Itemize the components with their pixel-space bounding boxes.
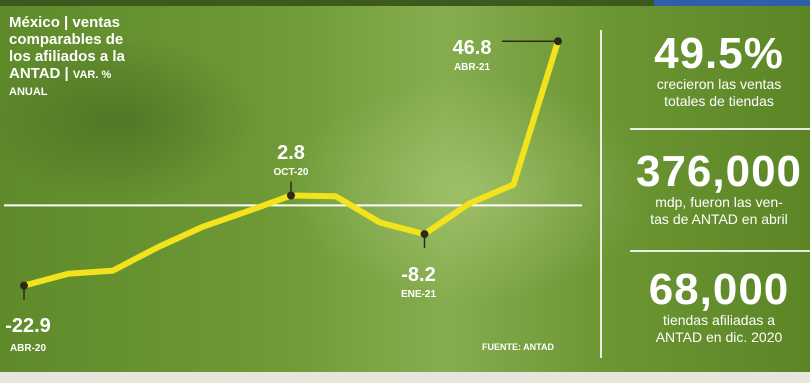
stat-sales-amount-value: 376,000: [635, 147, 803, 196]
annotation-value: 46.8: [453, 37, 492, 59]
stat-sales-growth: 49.5% crecieron las ventas totales de ti…: [614, 32, 810, 110]
annotation-marker: [420, 230, 429, 239]
title-unit: VAR. %: [72, 69, 112, 81]
title-line-5: ANUAL: [9, 86, 48, 98]
bottom-strip: [0, 372, 810, 383]
chart-title: México | ventas comparables de los afili…: [9, 14, 184, 101]
source-label: FUENTE: ANTAD: [482, 342, 554, 352]
title-line-1: México | ventas: [9, 14, 120, 31]
stat-sales-amount-desc-2: tas de ANTAD en abril: [650, 211, 788, 227]
annotation-marker: [554, 37, 562, 46]
stat-sales-amount: 376,000 mdp, fueron las ven- tas de ANTA…: [614, 150, 810, 228]
title-line-4: ANTAD | VAR. %: [9, 65, 184, 84]
annotation-value: 2.8: [277, 142, 305, 164]
stat-separator-1: [630, 128, 810, 130]
title-line-4-main: ANTAD |: [9, 65, 73, 82]
line-chart: -22.9 ABR-20 2.8 OCT-20 -8.2 ENE-21 46.8 ABR-21: [4, 37, 582, 354]
title-line-3: los afiliados a la: [9, 48, 125, 65]
title-line-2: comparables de: [9, 31, 124, 48]
stat-stores-desc-2: ANTAD en dic. 2020: [655, 329, 783, 345]
annotation-date: ABR-21: [454, 62, 491, 73]
stat-sales-growth-value: 49.5%: [654, 29, 784, 78]
stat-separator-2: [630, 250, 810, 252]
annotation-value: -22.9: [5, 315, 51, 337]
annotation-date: ABR-20: [10, 343, 47, 354]
annotation-date: OCT-20: [273, 167, 308, 178]
chart-panel: México | ventas comparables de los afili…: [0, 0, 810, 372]
vertical-divider: [600, 30, 602, 358]
stat-sales-amount-desc-1: mdp, fueron las ven-: [655, 194, 783, 210]
top-accent-bar: [654, 0, 810, 6]
annotation-marker: [20, 281, 28, 290]
stat-stores: 68,000 tiendas afiliadas a ANTAD en dic.…: [614, 268, 810, 346]
stat-stores-desc-1: tiendas afiliadas a: [662, 312, 776, 328]
annotation-date: ENE-21: [401, 289, 436, 300]
stat-sales-growth-desc-2: totales de tiendas: [664, 93, 774, 109]
stat-stores-value: 68,000: [648, 265, 790, 314]
annotation-marker: [287, 191, 295, 200]
stat-sales-growth-desc-1: crecieron las ventas: [656, 76, 782, 92]
annotation-value: -8.2: [401, 264, 435, 286]
top-strip: [0, 0, 810, 6]
